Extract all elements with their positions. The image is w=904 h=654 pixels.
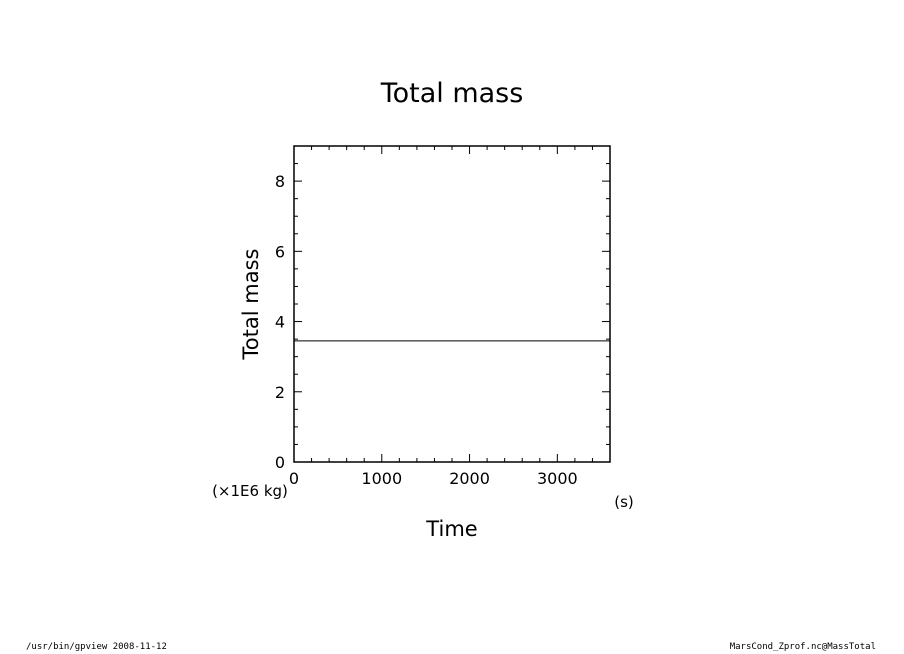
x-axis-ticks: 0 1000 2000 3000	[289, 146, 611, 488]
y-axis-ticks: 0 2 4 6 8	[275, 145, 610, 472]
chart-title: Total mass	[380, 78, 524, 109]
x-tick-label: 0	[289, 469, 299, 488]
y-axis-label: Total mass	[239, 249, 263, 361]
y-axis-unit: (×1E6 kg)	[212, 482, 288, 500]
x-axis-label: Time	[425, 517, 477, 541]
y-tick-label: 6	[275, 242, 285, 261]
y-tick-label: 8	[275, 172, 285, 191]
footer-right: MarsCond_Zprof.nc@MassTotal	[729, 642, 876, 652]
plot-frame	[293, 145, 611, 463]
x-tick-label: 3000	[537, 469, 578, 488]
x-tick-label: 1000	[361, 469, 402, 488]
footer-left: /usr/bin/gpview 2008-11-12	[26, 642, 167, 652]
y-tick-label: 2	[275, 383, 285, 402]
y-tick-label: 0	[275, 453, 285, 472]
y-tick-label: 4	[275, 313, 285, 332]
x-axis-unit: (s)	[614, 493, 634, 511]
x-tick-label: 2000	[449, 469, 490, 488]
